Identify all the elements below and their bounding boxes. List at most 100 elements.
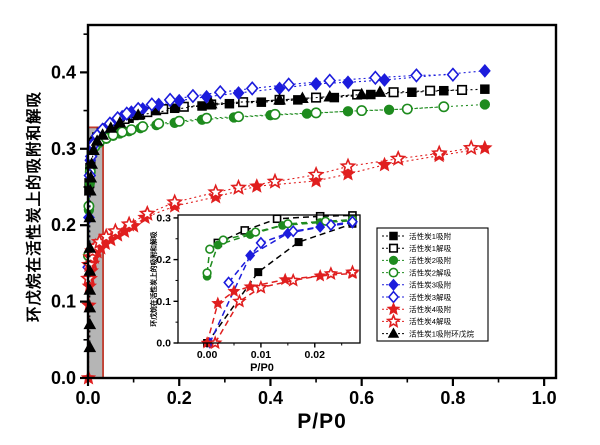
series-line — [88, 103, 485, 210]
inset-x-axis-title: P/P0 — [250, 362, 274, 374]
circle-marker — [342, 106, 354, 117]
circle-marker — [269, 108, 281, 120]
diamond-marker — [446, 67, 460, 83]
star-marker — [232, 293, 247, 308]
inset-y-tick-label: 0.2 — [156, 254, 171, 266]
star-marker — [120, 215, 138, 232]
legend-item-ac3-desorption: 活性炭3解吸 — [382, 290, 452, 304]
star-marker — [249, 178, 265, 193]
star-marker — [307, 165, 325, 183]
x-tick-label: 0.8 — [440, 388, 465, 408]
square-marker — [425, 85, 436, 96]
star-marker — [308, 172, 324, 188]
inset-plot: 0.00 0.01 0.02 0.0 0.1 0.2 0.3 P/P0 环戊烷在活性炭上的吸附和… — [149, 211, 361, 374]
inset-x-tick-label: 0.01 — [251, 349, 272, 361]
square-marker — [388, 87, 399, 98]
circle-marker — [388, 255, 399, 266]
square-marker — [254, 268, 263, 277]
y-tick-label: 0.1 — [51, 292, 76, 312]
circle-marker — [383, 104, 395, 115]
triangle-marker — [90, 134, 104, 146]
diamond-marker — [369, 70, 382, 86]
main-axes: 0.0 0.2 0.4 0.6 0.8 1.0 0.0 0.1 0.2 0.3 0.4 — [51, 23, 558, 408]
star-marker — [376, 156, 393, 172]
star-marker — [253, 279, 269, 294]
triangle-marker — [387, 327, 400, 338]
legend-label: 活性炭1吸附 — [409, 231, 452, 241]
circle-marker — [125, 124, 137, 136]
x-tick-label: 0.2 — [167, 388, 192, 408]
x-tick-label: 0.6 — [349, 388, 374, 408]
triangle-marker — [204, 96, 218, 109]
triangle-marker — [96, 128, 109, 140]
square-marker — [366, 89, 376, 100]
diamond-marker — [163, 92, 177, 108]
star-marker — [166, 193, 184, 210]
circle-marker — [310, 107, 322, 119]
inset-y-tick-label: 0.3 — [156, 212, 171, 224]
series-inset-ac3-desorption — [223, 215, 358, 289]
y-tick-label: 0.4 — [51, 62, 76, 82]
diamond-marker — [410, 68, 423, 83]
series-line — [206, 223, 353, 344]
inset-x-tick-label: 0.00 — [197, 349, 218, 361]
star-marker — [477, 139, 493, 155]
diamond-marker — [186, 88, 200, 104]
circle-marker — [250, 227, 261, 237]
triangle-marker — [104, 121, 118, 133]
plot-border — [86, 23, 558, 380]
diamond-marker — [478, 63, 491, 78]
star-marker — [285, 272, 301, 287]
legend-label: 活性炭3解吸 — [409, 292, 452, 302]
inset-y-tick-label: 0.0 — [156, 338, 171, 350]
star-marker — [389, 149, 407, 166]
legend-item-ac1-adsorption-cyclopentane: 活性炭1吸附环戊烷 — [382, 327, 474, 338]
diamond-marker — [347, 215, 358, 228]
diamond-marker — [310, 76, 323, 91]
circle-marker — [479, 99, 491, 110]
triangle-marker — [355, 87, 369, 100]
circle-marker — [283, 219, 293, 229]
circle-marker — [153, 118, 165, 130]
legend-label: 活性炭1解吸 — [409, 243, 452, 253]
legend: 活性炭1吸附活性炭1解吸活性炭2吸附活性炭2解吸活性炭3吸附活性炭3解吸活性炭4… — [376, 227, 489, 342]
legend-label: 活性炭3吸附 — [409, 280, 452, 290]
legend-label: 活性炭4吸附 — [409, 304, 452, 314]
square-marker — [388, 243, 399, 253]
star-marker — [462, 139, 480, 156]
diamond-marker — [200, 89, 213, 104]
legend-item-ac2-desorption: 活性炭2解吸 — [382, 267, 452, 278]
star-marker — [207, 183, 225, 200]
star-marker — [266, 172, 284, 189]
star-marker — [138, 204, 156, 221]
star-marker — [340, 165, 356, 181]
x-axis-title: P/P0 — [297, 410, 347, 433]
star-marker — [230, 178, 248, 195]
triangle-marker — [131, 108, 145, 120]
legend-item-ac2-adsorption: 活性炭2吸附 — [382, 255, 452, 265]
circle-marker — [202, 268, 212, 278]
x-tick-label: 1.0 — [532, 388, 557, 408]
circle-marker — [356, 105, 368, 117]
diamond-marker — [282, 77, 296, 92]
star-marker — [227, 284, 241, 297]
circle-marker — [233, 111, 245, 123]
star-marker — [97, 227, 115, 244]
legend-item-ac1-adsorption: 活性炭1吸附 — [382, 231, 452, 241]
main-plot-series — [80, 63, 493, 385]
diamond-marker — [323, 73, 337, 89]
circle-marker — [218, 235, 228, 245]
square-marker — [256, 97, 267, 107]
circle-marker — [388, 267, 399, 278]
triangle-marker — [273, 93, 286, 105]
diamond-marker — [287, 224, 299, 238]
square-marker — [480, 84, 490, 94]
legend-item-ac1-desorption: 活性炭1解吸 — [382, 243, 452, 253]
x-tick-label: 0.0 — [75, 388, 100, 408]
series-line — [214, 271, 353, 344]
inset-y-axis-title: 环戊烷在活性炭上的吸附和解吸 — [149, 231, 158, 326]
diamond-marker — [378, 73, 391, 87]
legend-item-ac4-desorption: 活性炭4解吸 — [382, 313, 452, 328]
